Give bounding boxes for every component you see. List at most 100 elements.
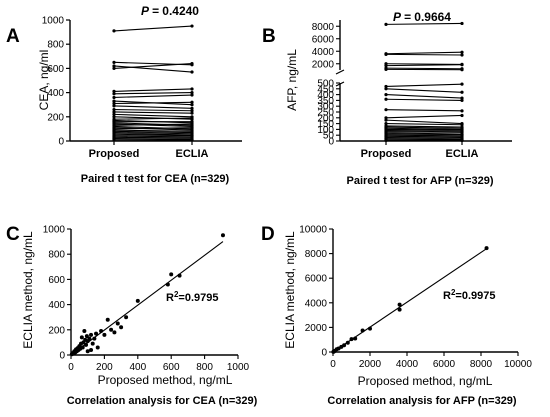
panel-d-r2: R2=0.9975: [443, 288, 495, 303]
pair-line: [113, 88, 193, 92]
pair-line: [113, 125, 193, 130]
x-category-label: Proposed: [89, 148, 140, 160]
scatter-point: [397, 307, 402, 312]
y-tick-label: 200: [48, 325, 65, 336]
y-tick-label: 350: [317, 96, 334, 107]
y-tick-label: 300: [317, 102, 334, 113]
scatter-point: [89, 332, 94, 337]
panel-b-pvalue: P = 0.9664: [393, 10, 451, 24]
panel-a: A CEA, ng/ml P = 0.4240 Paired t test fo…: [6, 4, 242, 185]
scatter-point: [85, 349, 90, 354]
pair-point: [190, 103, 194, 107]
pair-point: [112, 104, 116, 108]
x-tick-label: 200: [96, 362, 113, 373]
pair-line: [385, 83, 463, 88]
scatter-point: [368, 326, 372, 331]
x-tick-label: 0: [330, 359, 336, 370]
pair-line: [113, 101, 193, 105]
pair-line: [385, 67, 463, 70]
pair-line: [113, 133, 193, 136]
pair-point: [384, 93, 388, 97]
scatter-point: [165, 282, 170, 287]
pair-point: [190, 87, 194, 91]
pair-point: [384, 84, 388, 89]
panel-c-ylabel: ECLIA method, ng/mL: [21, 231, 35, 349]
pair-line: [385, 64, 463, 67]
pair-line: [113, 122, 193, 126]
x-tick-label: 600: [163, 362, 180, 373]
pair-point: [190, 120, 194, 124]
x-tick-label: 10000: [504, 359, 532, 370]
pair-point: [112, 101, 116, 106]
y-tick-label: 0: [59, 351, 65, 362]
panel-a-letter: A: [6, 26, 20, 47]
pair-line: [113, 65, 193, 73]
pair-line: [385, 138, 463, 140]
scatter-point: [99, 329, 104, 334]
pair-point: [112, 138, 116, 142]
pair-point: [460, 63, 464, 67]
y-tick-label: 600: [48, 275, 65, 286]
pair-line: [113, 92, 193, 95]
scatter-point: [124, 315, 129, 320]
pair-point: [112, 60, 116, 64]
scatter-point: [92, 336, 97, 341]
scatter-point: [89, 347, 94, 352]
y-tick-label: 150: [317, 119, 334, 130]
y-tick-label: 2000: [312, 59, 335, 70]
pair-point: [460, 50, 464, 54]
pair-line: [113, 136, 193, 139]
pair-point: [460, 53, 464, 57]
pair-point: [112, 99, 116, 103]
pair-line: [113, 127, 193, 131]
y-tick-label: 1000: [42, 16, 65, 27]
x-tick-label: 8000: [470, 359, 493, 370]
pair-line: [385, 131, 463, 133]
pair-line: [113, 63, 193, 69]
panel-c-caption: Correlation analysis for CEA (n=329): [67, 395, 258, 407]
y-tick-label: 4000: [305, 298, 328, 309]
scatter-point: [353, 336, 358, 341]
y-tick-label: 2000: [305, 323, 328, 334]
y-tick-label: 4000: [312, 47, 335, 58]
pair-point: [112, 107, 116, 112]
pair-point: [190, 106, 194, 110]
pair-point: [112, 115, 116, 119]
scatter-point: [331, 349, 336, 354]
pair-line: [385, 94, 463, 99]
y-tick-label: 6000: [305, 274, 328, 285]
pair-line: [385, 134, 463, 137]
scatter-point: [169, 272, 174, 277]
pair-line: [385, 132, 463, 135]
pair-point: [190, 70, 194, 74]
panel-a-plot: 0 200 400 600 800 1000 Proposed ECLIA: [42, 16, 242, 160]
pair-line: [385, 123, 463, 126]
panel-a-caption: Paired t test for CEA (n=329): [81, 173, 230, 185]
x-category-label: ECLIA: [446, 148, 479, 160]
scatter-point: [79, 335, 84, 340]
x-category-label: Proposed: [361, 148, 412, 160]
fit-line: [70, 241, 224, 356]
pair-point: [190, 109, 194, 113]
pair-point: [460, 98, 464, 102]
pair-line: [113, 105, 193, 109]
scatter-point: [484, 246, 489, 251]
pair-line: [385, 135, 463, 138]
scatter-point: [69, 352, 74, 357]
pair-point: [190, 126, 194, 130]
y-tick-label: 8000: [312, 22, 335, 33]
y-tick-label: 0: [58, 137, 64, 148]
pair-point: [112, 64, 116, 68]
y-tick-label: 6000: [312, 34, 335, 45]
pair-point: [112, 89, 116, 93]
pair-point: [384, 87, 388, 91]
scatter-point: [95, 345, 100, 350]
x-tick-label: 4000: [396, 359, 419, 370]
pair-line: [385, 88, 463, 93]
y-tick-label: 250: [317, 108, 334, 119]
pair-line: [113, 111, 193, 114]
pair-point: [190, 116, 194, 120]
pair-point: [384, 67, 388, 71]
pair-point: [190, 138, 194, 142]
pair-point: [190, 122, 194, 126]
